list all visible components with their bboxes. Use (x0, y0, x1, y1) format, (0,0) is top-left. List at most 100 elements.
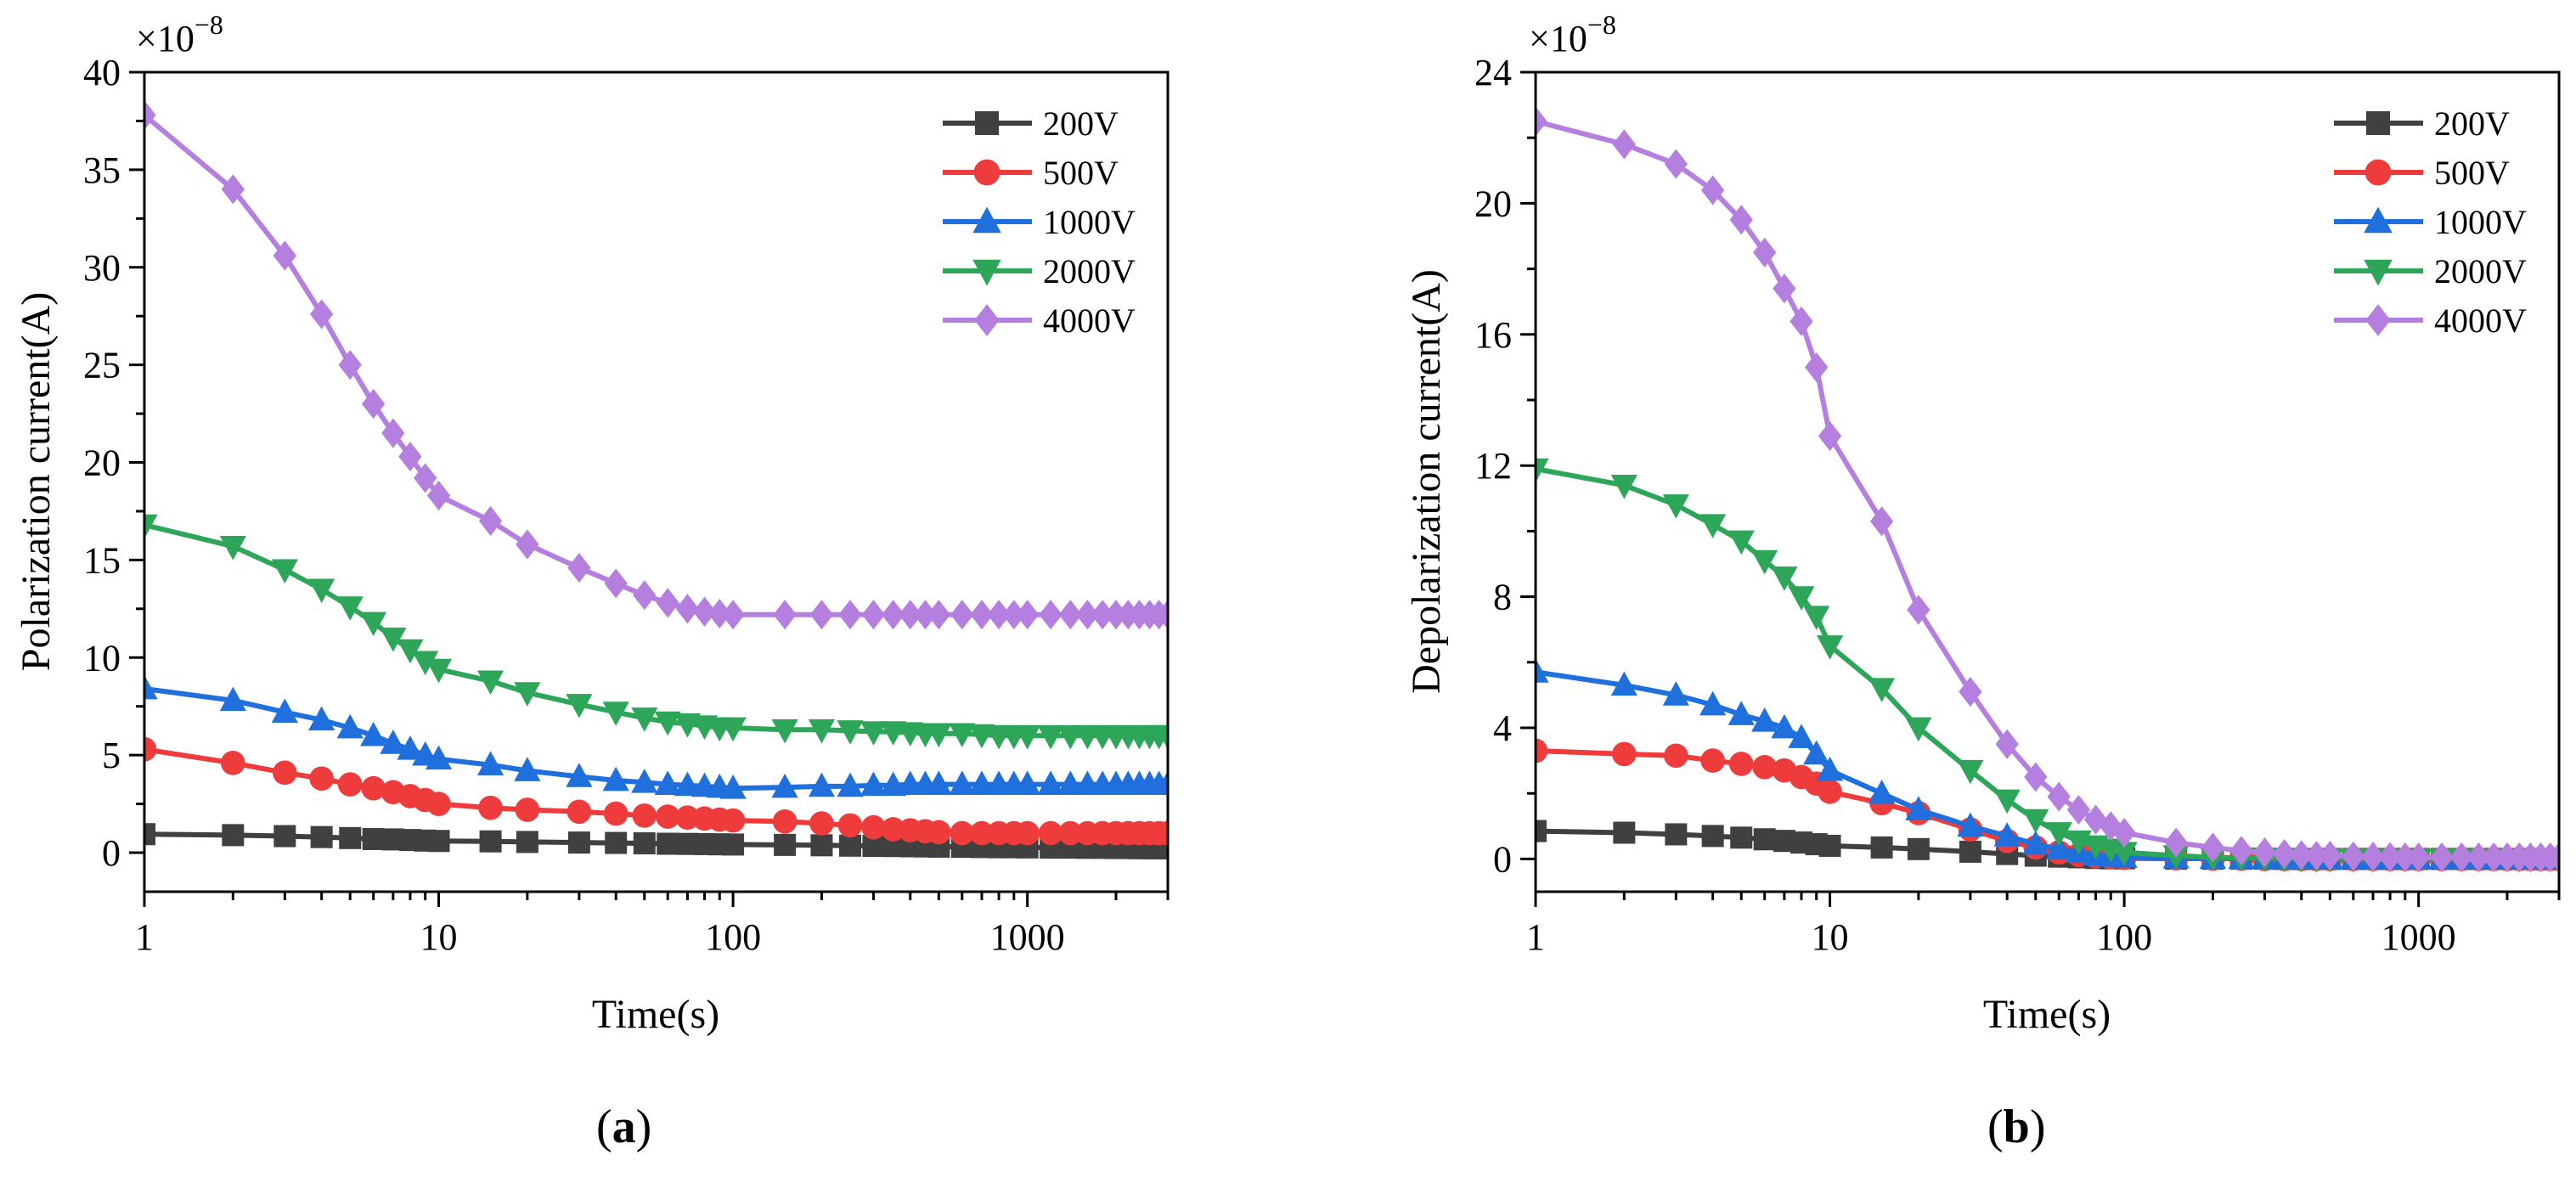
data-point-4000V (2201, 832, 2225, 863)
data-point-4000V (1907, 594, 1931, 625)
axes-frame-a (143, 70, 1170, 893)
data-point-1000V (1728, 701, 1755, 725)
data-point-2000V (1803, 606, 1830, 631)
data-point-1000V (968, 770, 995, 795)
data-point-200V (339, 826, 362, 849)
data-point-4000V (2378, 842, 2402, 872)
data-point-4000V (1729, 205, 1753, 235)
legend-label: 1000V (2434, 203, 2527, 241)
x-tick-label: 100 (705, 916, 761, 958)
ticks-a: 1 10 100 1000 0 5 10 15 20 25 30 35 40 (83, 52, 1170, 958)
data-point-1000V (1536, 658, 1549, 683)
y-scale-exponent-b: −8 (1587, 9, 1616, 40)
data-point-200V (1701, 825, 1724, 848)
data-point-4000V (1753, 237, 1777, 268)
data-point-4000V (567, 553, 591, 583)
data-point-200V (657, 832, 679, 855)
data-point-4000V (692, 596, 717, 627)
x-tick-label: 1 (1526, 916, 1545, 958)
panel-caption-letter-b: b (2004, 1101, 2030, 1153)
data-point-2000V (1014, 724, 1041, 750)
data-point-4000V (927, 600, 950, 630)
data-point-1000V (1771, 713, 1798, 739)
data-point-2000V (514, 682, 541, 707)
x-tick-label: 10 (1812, 916, 1849, 958)
data-point-1000V (476, 751, 504, 776)
data-point-4000V (913, 600, 938, 630)
data-point-500V (1057, 820, 1083, 846)
y-tick-label: 20 (1474, 183, 1512, 224)
data-point-2000V (602, 701, 629, 726)
legend-label: 2000V (2434, 252, 2527, 290)
data-point-2000V (837, 720, 864, 745)
data-point-1000V (1905, 796, 1932, 820)
data-point-500V (927, 820, 951, 845)
data-point-4000V (1002, 600, 1026, 630)
data-point-500V (603, 801, 628, 826)
data-point-4000V (1091, 600, 1114, 630)
data-point-500V (1536, 738, 1548, 763)
series-line-2000V (1536, 466, 2559, 862)
data-point-4000V (2047, 781, 2071, 812)
data-point-2000V (1154, 724, 1168, 750)
data-point-2000V (1868, 678, 1896, 702)
data-point-2000V (476, 670, 504, 696)
data-point-2000V (1037, 724, 1064, 750)
data-point-1000V (1803, 740, 1830, 765)
data-point-200V (310, 825, 333, 848)
data-point-1000V (1610, 671, 1637, 696)
data-point-4000V (2361, 842, 2385, 872)
data-point-4000V (1536, 106, 1547, 137)
y-scale-exponent-a: −8 (194, 9, 223, 40)
y-tick-label: 35 (83, 149, 121, 191)
data-point-2000V (360, 611, 387, 637)
data-point-4000V (1818, 420, 1842, 452)
data-point-4000V (2393, 842, 2417, 873)
plot-area-b (1536, 106, 2559, 873)
data-point-4000V (861, 600, 886, 630)
data-point-4000V (1039, 600, 1063, 630)
data-point-200V (1536, 820, 1547, 842)
data-point-4000V (881, 600, 905, 630)
y-axis-title-a: Polarization current(A) (14, 292, 59, 671)
data-point-200V (1730, 826, 1753, 849)
legend-marker-500V (973, 159, 1001, 186)
data-point-500V (1664, 743, 1688, 769)
data-point-2000V (1751, 549, 1778, 575)
data-point-1000V (949, 770, 976, 795)
data-point-200V (222, 824, 245, 847)
y-tick-label: 4 (1493, 707, 1512, 749)
data-point-1000V (1751, 707, 1778, 732)
data-point-1000V (654, 770, 681, 795)
data-point-1000V (514, 757, 541, 781)
data-point-2000V (1728, 530, 1755, 555)
data-point-1000V (1057, 770, 1084, 795)
data-point-500V (720, 808, 746, 833)
data-point-4000V (2112, 817, 2136, 848)
data-point-200V (362, 827, 385, 850)
legend-label: 500V (2434, 154, 2510, 192)
data-point-500V (655, 804, 680, 829)
data-point-200V (567, 831, 590, 854)
data-point-4000V (1016, 600, 1040, 630)
data-point-4000V (1104, 600, 1128, 630)
data-point-1000V (566, 763, 593, 787)
chart-panel-b: 1 10 100 1000 0 4 8 12 16 20 24 200V 500V 1000V 2000V… (1404, 9, 2561, 1153)
data-point-500V (361, 775, 386, 801)
data-point-4000V (1664, 149, 1688, 179)
data-point-4000V (2272, 839, 2297, 870)
data-point-500V (144, 736, 157, 762)
data-point-1000V (837, 772, 864, 797)
data-point-4000V (721, 600, 745, 630)
data-point-1000V (602, 766, 629, 792)
data-point-2000V (336, 596, 364, 621)
data-point-4000V (1790, 306, 1813, 336)
series-line-2000V (144, 522, 1168, 739)
data-point-2000V (2022, 808, 2049, 834)
data-point-500V (809, 811, 834, 836)
data-point-2000V (925, 723, 952, 748)
data-point-1000V (1662, 681, 1689, 706)
data-point-2000V (808, 718, 836, 744)
data-point-500V (566, 799, 592, 825)
data-point-2000V (308, 578, 335, 604)
